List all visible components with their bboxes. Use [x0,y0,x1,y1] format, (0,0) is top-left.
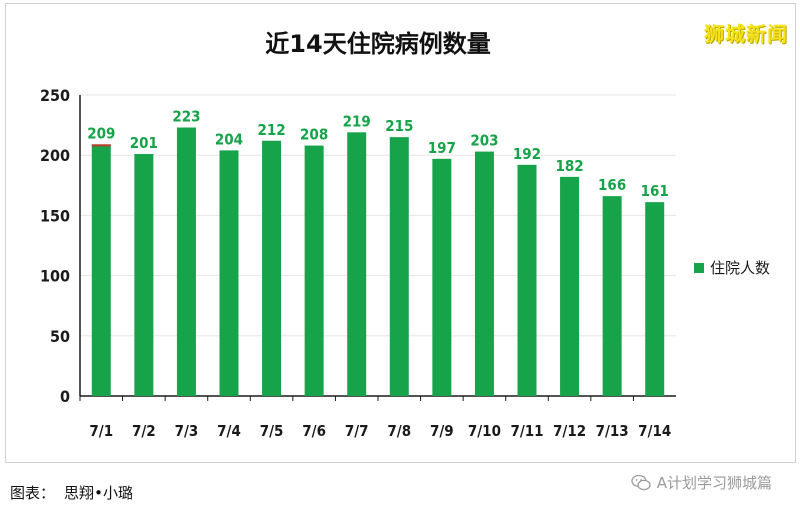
bar [219,150,239,396]
data-label: 212 [257,121,285,139]
bar [304,145,324,396]
bar [645,202,665,396]
source-mark: A计划学习狮城篇 [631,472,772,493]
x-tick-label: 7/8 [387,422,411,440]
y-tick-label: 250 [40,86,70,105]
x-tick-label: 7/2 [132,422,156,440]
y-tick-label: 150 [40,206,70,225]
data-label: 201 [130,134,158,152]
x-tick-label: 7/3 [175,422,199,440]
data-label: 166 [598,176,626,194]
data-label: 161 [641,182,669,200]
data-label: 197 [428,139,456,157]
data-label: 215 [385,117,413,135]
x-tick-label: 7/12 [553,422,586,440]
x-tick-label: 7/1 [89,422,113,440]
source-label: A计划学习狮城篇 [656,474,772,492]
watermark-logo: 狮城新闻 [704,22,788,46]
bar [347,132,367,396]
bar [176,127,196,397]
data-label: 219 [343,112,371,130]
bar [474,151,494,396]
y-tick-label: 100 [40,267,70,286]
x-tick-label: 7/7 [345,422,369,440]
y-tick-label: 50 [50,327,70,346]
bar [432,158,452,396]
chart-title: 近14天住院病例数量 [265,30,490,58]
x-tick-label: 7/5 [260,422,284,440]
x-tick-label: 7/6 [302,422,326,440]
bar [517,164,537,396]
bar [91,144,111,396]
bar [134,153,154,396]
x-tick-label: 7/13 [596,422,629,440]
x-tick-label: 7/10 [468,422,501,440]
data-label: 208 [300,126,328,144]
data-label: 204 [215,130,243,148]
chart-frame: 近14天住院病例数量 0 50 100 150 200 250 209 7/1 201 7/2 223… [5,3,796,463]
data-label: 209 [87,124,115,142]
bar-top-accent [91,144,111,147]
bar [262,140,282,396]
y-tick-label: 200 [40,146,70,165]
data-label: 203 [470,132,498,150]
legend-swatch [694,263,704,273]
data-label: 223 [172,108,200,126]
bar-chart: 近14天住院病例数量 0 50 100 150 200 250 209 7/1 201 7/2 223… [40,30,770,440]
bar [602,196,622,396]
bar [389,137,409,396]
wechat-icon [631,474,651,490]
bar [560,176,580,396]
x-tick-label: 7/4 [217,422,241,440]
figure-caption: 图表： 思翔•小璐 [10,484,134,502]
y-tick-label: 0 [60,387,70,406]
x-tick-label: 7/9 [430,422,454,440]
x-tick-label: 7/11 [510,422,543,440]
x-tick-label: 7/14 [638,422,671,440]
data-label: 182 [555,157,583,175]
legend-label: 住院人数 [710,259,770,277]
data-label: 192 [513,145,541,163]
